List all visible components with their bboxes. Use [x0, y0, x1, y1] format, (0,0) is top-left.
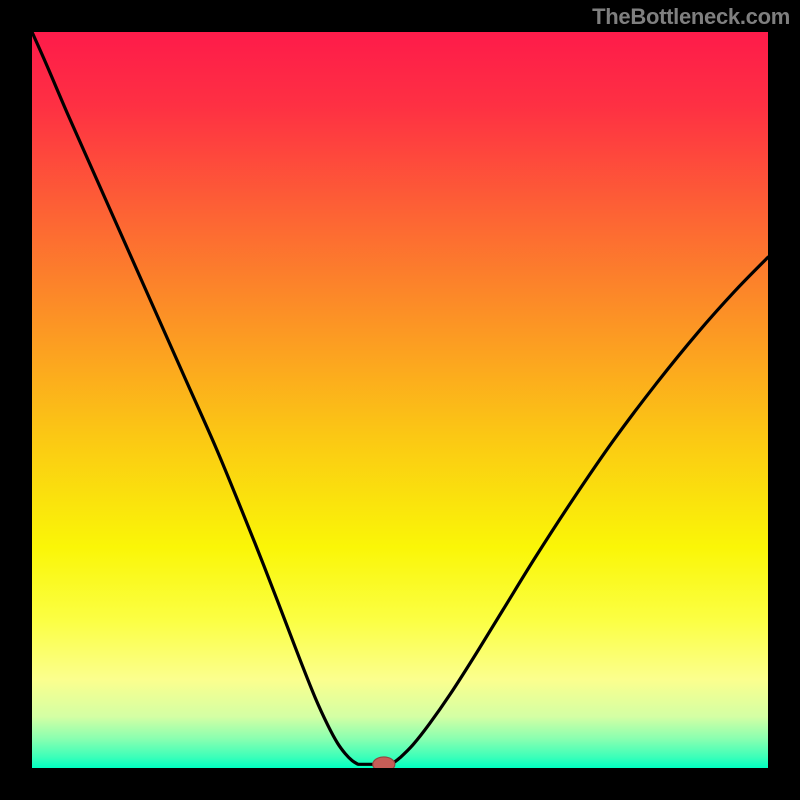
- current-point-marker: [373, 757, 395, 768]
- plot-area: [32, 32, 768, 768]
- watermark-text: TheBottleneck.com: [592, 4, 790, 30]
- chart-frame: TheBottleneck.com: [0, 0, 800, 800]
- bottleneck-curve: [32, 32, 768, 768]
